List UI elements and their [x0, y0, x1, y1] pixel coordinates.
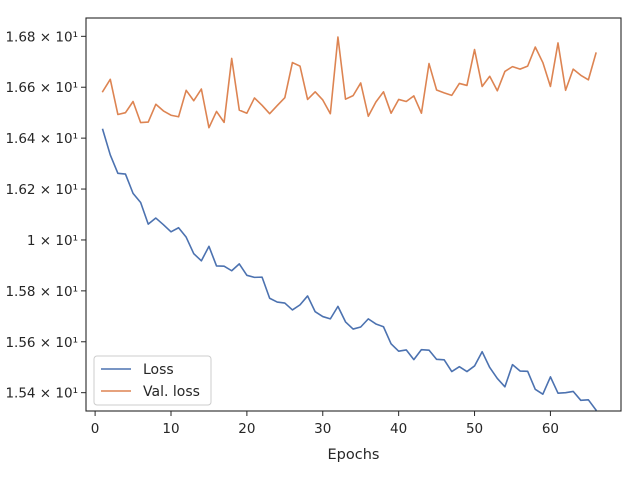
y-tick-label: 1 × 10¹ [27, 233, 78, 249]
x-axis: 0 10 20 30 40 50 60 [91, 411, 559, 437]
x-tick-label: 10 [162, 421, 179, 437]
x-tick-label: 20 [238, 421, 255, 437]
series-layer [101, 36, 598, 412]
x-tick-label: 50 [466, 421, 483, 437]
legend-label-0: Loss [143, 362, 174, 378]
y-tick-label: 1.62 × 10¹ [5, 182, 78, 198]
y-tick-label: 1.66 × 10¹ [5, 80, 78, 96]
y-tick-label: 1.54 × 10¹ [5, 386, 78, 402]
plot-area [86, 18, 621, 411]
x-tick-label: 60 [542, 421, 559, 437]
y-tick-label: 1.68 × 10¹ [5, 29, 78, 45]
legend: Loss Val. loss [93, 355, 212, 406]
y-tick-label: 1.64 × 10¹ [5, 131, 78, 147]
legend-label-1: Val. loss [143, 384, 200, 400]
x-tick-label: 0 [91, 421, 100, 437]
x-axis-label: Epochs [328, 447, 380, 463]
y-tick-label: 1.56 × 10¹ [5, 335, 78, 351]
x-tick-label: 40 [390, 421, 407, 437]
y-tick-label: 1.58 × 10¹ [5, 284, 78, 300]
x-tick-label: 30 [314, 421, 331, 437]
plot-frame [85, 17, 622, 412]
y-axis: 1.54 × 10¹ 1.56 × 10¹ 1.58 × 10¹ 1 × 10¹ 1.6… [5, 29, 86, 402]
series-line-0 [101, 128, 598, 412]
series-line-1 [101, 36, 597, 129]
